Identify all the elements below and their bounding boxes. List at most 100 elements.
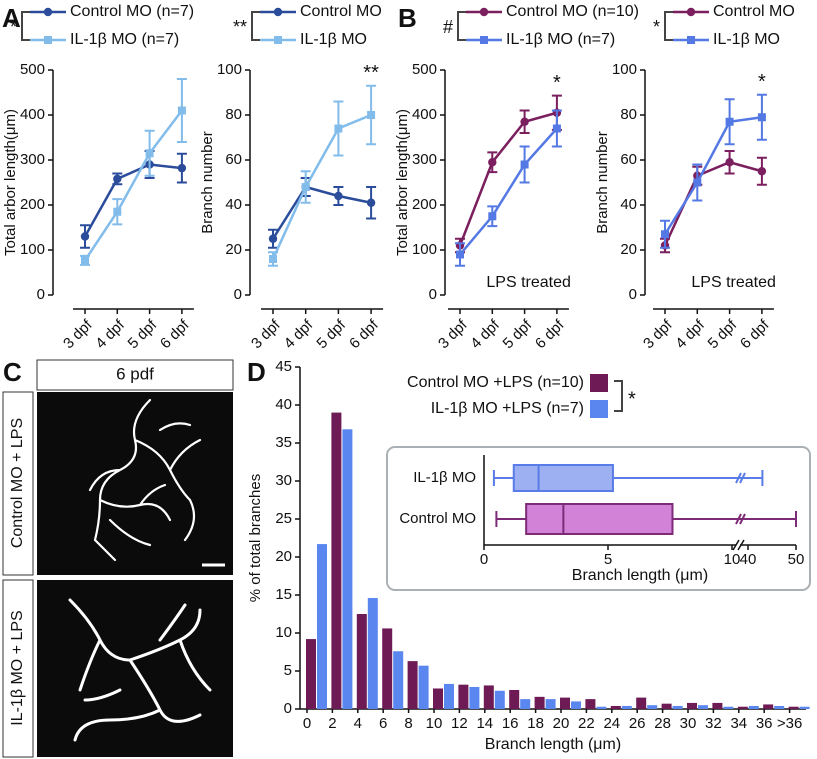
x-tick-label: 40 [740,551,757,568]
data-point [269,255,277,263]
y-axis-label: Branch number [199,131,216,234]
bar [661,703,672,709]
bar [393,651,404,709]
y-tick-label: 35 [275,434,292,451]
series-line [458,111,558,246]
legend-label: Control MO (n=10) [506,3,639,20]
bar [748,705,759,709]
row-label: Control MO + LPS [9,418,26,548]
x-tick-label: 4 dpf [281,316,317,352]
data-point [661,230,669,239]
bar [367,598,378,709]
x-tick-label: 6 dpf [157,316,193,352]
y-tick-label: Control MO [399,510,476,527]
y-tick-label: 20 [620,241,637,258]
legend-marker [43,7,53,17]
bar [774,705,785,709]
x-tick-label: 6 dpf [532,316,568,352]
x-tick-label: 32 [705,715,722,732]
y-tick-label: 40 [225,196,242,213]
x-axis-label: Branch length (μm) [572,567,708,584]
bar [433,688,443,709]
annotation: * [553,72,561,94]
bar [610,705,621,709]
data-point [367,111,376,119]
y-tick-label: 0 [629,286,637,303]
x-tick-label: 18 [527,715,544,732]
data-point [757,167,767,176]
x-tick-label: 50 [788,551,805,568]
y-axis-label: % of total branches [247,474,264,602]
y-tick-label: 400 [412,106,437,123]
image-title: 6 pdf [116,364,154,383]
series-line [271,113,372,260]
legend-label: Control MO +LPS (n=10) [407,374,584,391]
data-point [177,163,187,173]
legend-bracket [664,11,673,41]
image-panel: 6 pdf Control MO + LPS IL-1β MO + LPS [2,359,234,758]
y-axis-label: Total arbor length(μm) [394,109,411,256]
x-tick-label: 20 [553,715,570,732]
micrograph [37,392,233,575]
bar [331,412,342,709]
bar [672,705,683,709]
data-point [552,124,561,133]
x-tick-label: 4 dpf [92,316,128,352]
legend-marker [687,36,695,44]
x-tick-label: 28 [654,715,671,732]
bar [342,429,353,709]
box [525,503,674,535]
bar [585,699,596,709]
x-tick-label: 30 [680,715,697,732]
legend-marker [44,36,52,44]
series-line [83,163,183,238]
x-tick-label: 4 dpf [467,316,503,352]
x-tick-label: 12 [451,715,468,732]
annotation: ** [363,62,379,84]
series-line [459,127,558,256]
legend-bracket [457,11,466,41]
y-axis-label: Total arbor length(μm) [2,109,19,256]
bar [458,684,469,709]
legend-annotation: ** [233,17,247,37]
legend-label: IL-1β MO (n=7) [506,31,615,48]
data-point [113,174,122,184]
x-tick-label: 24 [603,715,620,732]
data-point [334,191,343,201]
y-tick-label: 45 [275,358,292,375]
panel-label: C [3,357,22,387]
bar [647,705,658,709]
y-tick-label: IL-1β MO [413,469,476,486]
bar [596,706,607,709]
box [512,464,614,492]
legend-label: Control MO [300,3,382,20]
x-tick-label: 10 [724,551,741,568]
x-tick-label: 5 dpf [313,316,349,352]
data-point [301,183,310,191]
legend-label: IL-1β MO [713,31,780,48]
data-point [488,158,497,167]
x-tick-label: 16 [502,715,519,732]
x-tick-label: 5 dpf [500,316,536,352]
x-tick-label: 34 [730,715,747,732]
bar [382,628,393,709]
row-label-box [2,391,34,576]
x-tick-label: 14 [476,715,493,732]
axis-break [735,513,746,525]
bar [534,696,545,709]
bar [712,702,723,709]
data-point [81,256,89,265]
data-point [757,113,766,122]
bar [356,614,367,709]
legend-swatch [590,374,608,392]
legend-annotation: * [628,388,636,410]
bar [317,544,327,709]
x-tick-label: 0 [480,551,488,568]
x-tick-label: >36 [777,715,802,732]
x-tick-label: 10 [426,715,443,732]
legend-label: Control MO [713,3,795,20]
data-point [268,234,278,243]
legend-label: IL-1β MO (n=7) [70,31,179,48]
bar [621,705,632,709]
legend-label: Control MO (n=7) [70,3,194,20]
